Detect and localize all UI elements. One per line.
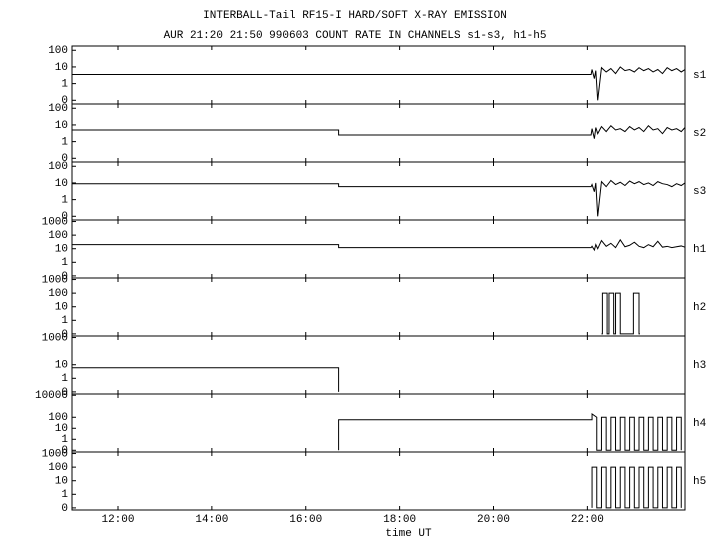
y-tick-label: 0 [61, 153, 68, 165]
chart-subtitle: AUR 21:20 21:50 990603 COUNT RATE IN CHA… [164, 30, 547, 42]
y-tick-label: 1 [61, 79, 68, 91]
y-tick-label: 10 [55, 120, 68, 132]
y-tick-label: 0 [61, 445, 68, 457]
y-tick-label: 0 [61, 95, 68, 107]
y-tick-label: 1000 [42, 274, 68, 286]
y-tick-label: 10 [55, 62, 68, 74]
y-tick-label: 1 [61, 373, 68, 385]
y-tick-label: 10 [55, 476, 68, 488]
x-tick-label: 20:00 [477, 514, 510, 526]
channel-label: s1 [693, 70, 707, 82]
x-tick-label: 16:00 [289, 514, 322, 526]
y-tick-label: 1 [61, 315, 68, 327]
data-line [338, 412, 682, 451]
data-line [591, 466, 682, 509]
y-tick-label: 0 [61, 271, 68, 283]
channel-label: h5 [693, 476, 706, 488]
data-line [72, 367, 340, 392]
y-tick-label: 1 [61, 489, 68, 501]
y-tick-label: 1 [61, 195, 68, 207]
channel-label: h4 [693, 418, 707, 430]
x-axis-label: time UT [385, 528, 432, 540]
channel-label: h1 [693, 244, 707, 256]
y-tick-label: 1000 [42, 448, 68, 460]
y-tick-label: 10 [55, 360, 68, 372]
x-tick-label: 12:00 [101, 514, 134, 526]
y-tick-label: 10 [55, 178, 68, 190]
channel-label: s3 [693, 186, 706, 198]
y-tick-label: 10000 [35, 390, 68, 402]
data-line [72, 179, 686, 217]
y-tick-label: 0 [61, 503, 68, 515]
data-line [72, 124, 686, 139]
y-tick-label: 100 [48, 412, 68, 424]
y-tick-label: 0 [61, 211, 68, 223]
y-tick-label: 0 [61, 329, 68, 341]
y-tick-label: 1 [61, 257, 68, 269]
channel-label: h3 [693, 360, 706, 372]
y-tick-label: 1 [61, 434, 68, 446]
y-tick-label: 10 [55, 244, 68, 256]
data-line [72, 238, 686, 252]
y-tick-label: 100 [48, 45, 68, 57]
channel-label: h2 [693, 302, 706, 314]
y-tick-label: 10 [55, 423, 68, 435]
y-tick-label: 100 [48, 288, 68, 300]
y-tick-label: 1000 [42, 332, 68, 344]
y-tick-label: 100 [48, 103, 68, 115]
channel-label: s2 [693, 128, 706, 140]
y-tick-label: 10 [55, 302, 68, 314]
y-tick-label: 0 [61, 387, 68, 399]
x-tick-label: 22:00 [571, 514, 604, 526]
data-line [601, 292, 640, 335]
y-tick-label: 1000 [42, 216, 68, 228]
chart-title: INTERBALL-Tail RF15-I HARD/SOFT X-RAY EM… [203, 10, 507, 22]
y-tick-label: 1 [61, 137, 68, 149]
y-tick-label: 100 [48, 462, 68, 474]
y-tick-label: 100 [48, 161, 68, 173]
x-tick-label: 18:00 [383, 514, 416, 526]
data-line [72, 66, 686, 101]
x-tick-label: 14:00 [195, 514, 228, 526]
y-tick-label: 100 [48, 230, 68, 242]
